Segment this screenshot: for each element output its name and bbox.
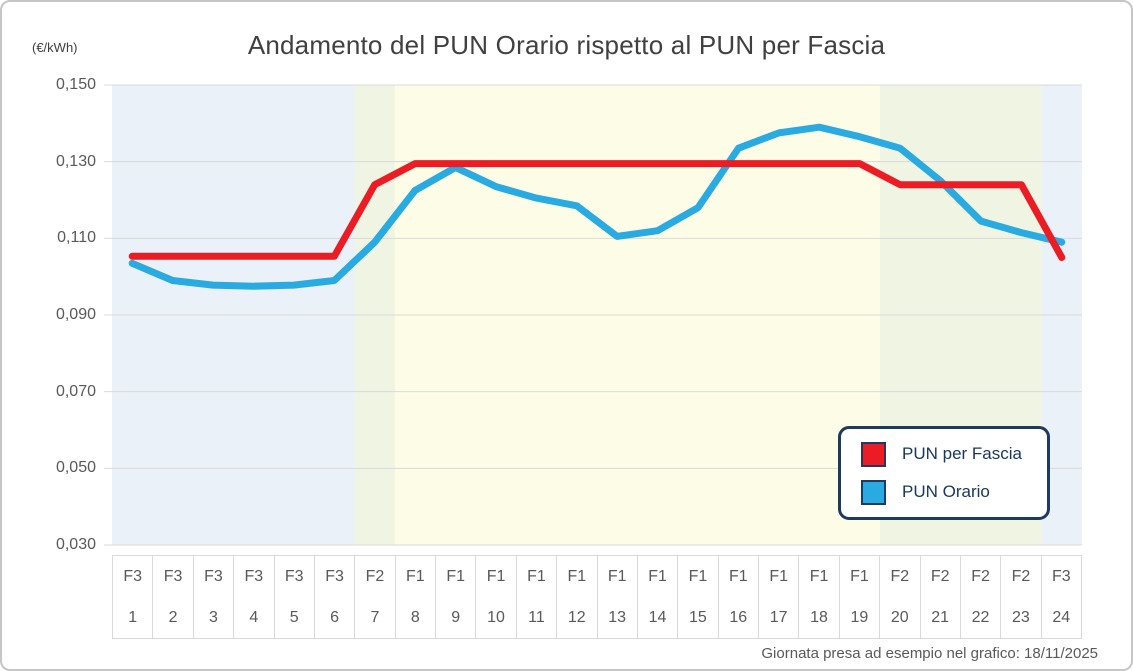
fascia-label: F3	[325, 567, 344, 585]
fascia-label: F2	[930, 567, 950, 585]
hour-label: 21	[931, 608, 950, 626]
series-line-pun-orario	[128, 123, 1066, 290]
x-axis-cell: F2 22	[959, 556, 1000, 638]
hour-label: 22	[971, 608, 990, 626]
x-axis-cell: F3 24	[1040, 556, 1081, 638]
fascia-label: F2	[971, 567, 990, 585]
x-axis-cell: F1 10	[475, 556, 515, 638]
legend-item-pun-per-fascia: PUN per Fascia	[861, 441, 1047, 467]
y-tick-label: 0,130	[55, 152, 96, 170]
y-tick-label: 0,110	[57, 229, 96, 247]
hour-label: 10	[487, 608, 505, 626]
fascia-label: F1	[728, 567, 748, 585]
hour-label: 11	[528, 608, 545, 626]
hour-label: 16	[729, 608, 748, 626]
y-tick-label: 0,090	[55, 306, 96, 323]
hour-label: 18	[810, 608, 828, 626]
fascia-label: F2	[1011, 567, 1031, 585]
hour-label: 24	[1052, 608, 1071, 626]
hour-label: 17	[769, 608, 788, 626]
x-axis-cell: F1 19	[838, 556, 879, 638]
x-axis-cell: F1 16	[717, 556, 758, 638]
x-axis-cell: F3 1	[112, 556, 152, 638]
fascia-label: F2	[365, 567, 385, 585]
x-axis-cell: F3 5	[273, 556, 314, 638]
x-axis-cell: F2 7	[354, 556, 394, 638]
fascia-label: F3	[204, 567, 223, 585]
hour-label: 3	[208, 608, 218, 626]
x-axis-cell: F1 18	[798, 556, 838, 638]
hour-label: 15	[689, 608, 707, 626]
x-axis-cell: F2 20	[879, 556, 919, 638]
hour-label: 14	[648, 608, 667, 626]
fascia-label: F2	[890, 567, 910, 585]
hour-label: 23	[1012, 608, 1030, 626]
hour-label: 19	[850, 608, 869, 626]
hour-label: 12	[567, 608, 586, 626]
hour-label: 4	[249, 608, 259, 626]
hour-label: 9	[451, 608, 461, 626]
y-tick-label: 0,070	[55, 382, 96, 400]
fascia-label: F3	[163, 567, 183, 585]
x-axis-cell: F1 17	[758, 556, 798, 638]
hour-label: 7	[370, 608, 380, 626]
footer-note: Giornata presa ad esempio nel grafico: 1…	[761, 645, 1098, 662]
legend-label-pun-per-fascia: PUN per Fascia	[902, 444, 1022, 463]
fascia-label: F1	[809, 567, 829, 585]
x-axis-cell: F2 21	[919, 556, 960, 638]
x-axis-table: F3 1 F3 2 F3 3 F3 4 F3 5 F3 6 F2 7 F1 8 F1 9 F1 10 F1 11 F1 12 F…	[112, 555, 1082, 639]
y-axis-unit-label: (€/kWh)	[32, 40, 78, 55]
x-axis-cell: F1 15	[677, 556, 717, 638]
fascia-label: F1	[446, 567, 466, 585]
hour-label: 13	[608, 608, 627, 626]
hour-label: 5	[289, 608, 299, 626]
fascia-label: F3	[1051, 567, 1071, 585]
legend-item-pun-orario: PUN Orario	[861, 479, 1047, 505]
legend-label-pun-orario: PUN Orario	[902, 482, 990, 501]
x-axis-cell: F2 23	[1000, 556, 1040, 638]
fascia-label: F1	[567, 567, 587, 585]
x-axis-cell: F1 13	[596, 556, 637, 638]
x-axis-cell: F1 8	[394, 556, 435, 638]
fascia-label: F3	[244, 567, 264, 585]
x-axis-cell: F3 2	[152, 556, 192, 638]
chart-title: Andamento del PUN Orario rispetto al PUN…	[247, 30, 886, 60]
x-axis-cell: F3 3	[192, 556, 233, 638]
y-tick-label: 0,050	[55, 459, 96, 477]
x-axis-cell: F1 11	[515, 556, 556, 638]
legend: PUN per Fascia PUN Orario	[838, 426, 1050, 520]
y-tick-label: 0,030	[55, 536, 96, 553]
fascia-label: F1	[607, 567, 627, 585]
fascia-label: F3	[284, 567, 304, 585]
hour-label: 1	[128, 608, 138, 626]
legend-swatch-blue	[861, 479, 886, 505]
fascia-label: F1	[850, 567, 869, 585]
hour-label: 20	[890, 608, 909, 626]
series-line-pun-per-fascia	[128, 160, 1066, 261]
y-tick-label: 0,150	[55, 76, 96, 93]
x-axis-cell: F1 9	[435, 556, 475, 638]
fascia-label: F1	[405, 567, 425, 585]
x-axis-cell: F1 12	[556, 556, 596, 638]
fascia-label: F1	[688, 567, 708, 585]
x-axis-cell: F1 14	[636, 556, 677, 638]
x-axis-cell: F3 4	[233, 556, 273, 638]
fascia-label: F1	[486, 567, 506, 585]
fascia-label: F3	[123, 567, 143, 585]
x-axis-cell: F3 6	[313, 556, 354, 638]
legend-swatch-red	[861, 441, 886, 467]
hour-label: 2	[168, 608, 178, 626]
fascia-label: F1	[527, 567, 546, 585]
hour-label: 6	[330, 608, 340, 626]
fascia-label: F1	[648, 567, 667, 585]
fascia-label: F1	[769, 567, 789, 585]
hour-label: 8	[410, 608, 420, 626]
